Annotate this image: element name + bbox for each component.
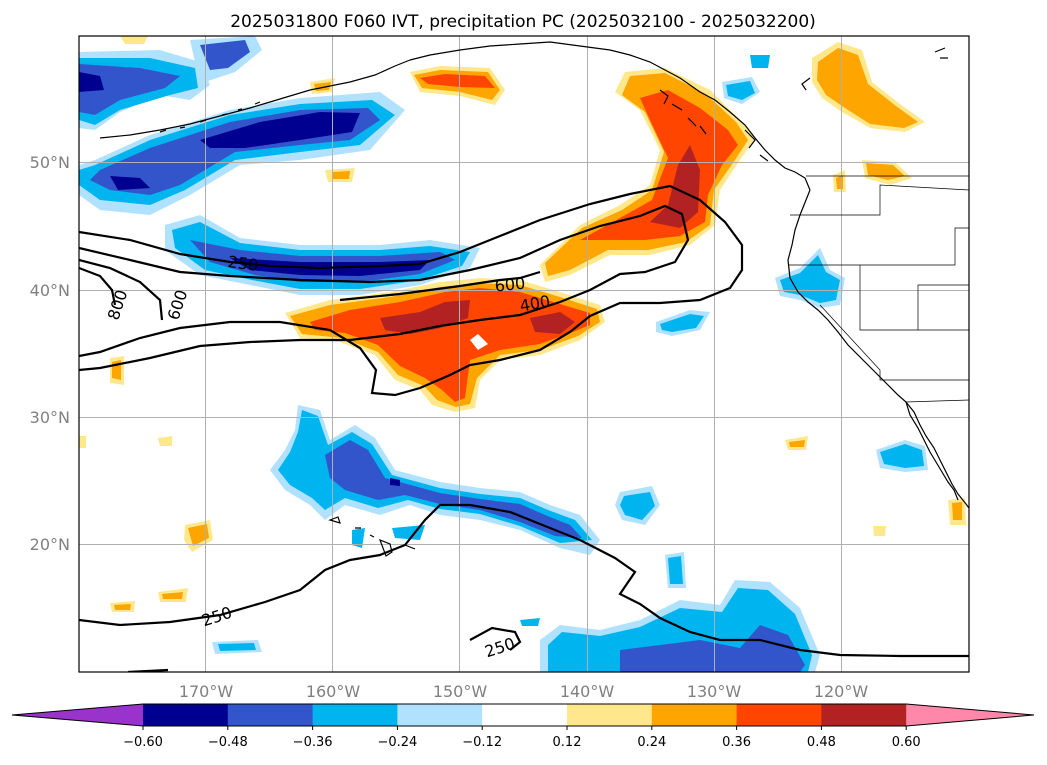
- precip-pos-mid: [188, 524, 209, 546]
- precip-neg-mid: [880, 444, 924, 468]
- british-columbia-islands: [659, 89, 769, 162]
- colorbar-tick-label: 0.48: [807, 735, 836, 750]
- alaska-mainland-coast: [409, 41, 811, 191]
- state-border: [819, 304, 969, 381]
- precip-neg-mid: [520, 618, 540, 626]
- precip-neg-deep: [200, 112, 360, 148]
- contour-400: [79, 204, 690, 372]
- ivt-contours: [79, 184, 969, 672]
- lon-label: 170°W: [179, 682, 234, 701]
- aleutian-islands: [159, 101, 261, 133]
- lon-label: 150°W: [433, 682, 488, 701]
- lat-tick-labels: 50°N 40°N 30°N 20°N: [30, 153, 70, 554]
- precip-pos-mid: [114, 604, 131, 610]
- us-west-coast: [787, 189, 969, 509]
- colorbar-swatch: [143, 704, 229, 726]
- lat-label: 20°N: [30, 535, 70, 554]
- colorbar-swatch: [567, 704, 653, 726]
- precip-pos-light: [158, 436, 172, 446]
- precip-pos-mid: [952, 502, 962, 520]
- lon-label: 130°W: [687, 682, 742, 701]
- precip-pos-deep: [530, 312, 575, 334]
- map-frame: [78, 35, 970, 673]
- precip-neg-mid: [352, 528, 365, 548]
- precip-neg-dark: [79, 64, 180, 115]
- contour-600-west: [79, 258, 164, 321]
- precip-pos-light: [79, 436, 86, 448]
- precip-pos-white: [470, 334, 488, 350]
- colorbar-tick-label: −0.60: [123, 735, 163, 750]
- contour-800: [79, 266, 117, 306]
- canada-islands: [801, 47, 948, 91]
- coastlines: [99, 41, 969, 557]
- state-border: [790, 184, 969, 216]
- lon-tick-labels: 170°W 160°W 150°W 140°W 130°W 120°W: [179, 682, 869, 701]
- colorbar: −0.60 −0.48 −0.36 −0.24 −0.12 0.12 0.24 0.36 0.4…: [11, 703, 1035, 750]
- colorbar-tick-label: −0.12: [462, 735, 502, 750]
- colorbar-tick-label: −0.36: [293, 735, 333, 750]
- precip-pos-dark: [310, 288, 590, 402]
- colorbar-tick-label: 0.36: [722, 735, 751, 750]
- map-panel: 250 600 400 800 600 250 250: [78, 35, 970, 673]
- precip-pos-mid: [817, 48, 918, 128]
- colorbar-tick-label: −0.48: [208, 735, 248, 750]
- colorbar-tick-label: −0.24: [377, 735, 417, 750]
- hawaii-islands: [328, 516, 416, 557]
- colorbar-swatch: [482, 704, 568, 726]
- baja-peninsula-coast: [905, 401, 959, 501]
- precip-neg-deep: [79, 72, 104, 92]
- precip-pos-mid: [789, 440, 805, 447]
- colorbar-swatch: [651, 704, 738, 726]
- colorbar-swatch: [736, 704, 822, 726]
- colorbar-swatch: [397, 704, 483, 726]
- colorbar-tick-label: 0.12: [553, 735, 582, 750]
- grid-lines: [79, 36, 969, 672]
- precip-neg-mid: [218, 643, 256, 651]
- colorbar-tick-label: 0.24: [637, 735, 666, 750]
- state-border: [788, 227, 969, 266]
- colorbar-swatch: [821, 704, 907, 726]
- precip-neg-deep: [110, 176, 150, 190]
- lat-label: 30°N: [30, 408, 70, 427]
- precip-pos-deep: [380, 300, 470, 334]
- contour-labels: 250 600 400 800 600 250 250: [104, 252, 552, 661]
- chart-title: 2025031800 F060 IVT, precipitation PC (2…: [230, 12, 816, 32]
- colorbar-swatch: [227, 704, 314, 726]
- precip-neg-mid: [750, 55, 770, 68]
- lon-label: 160°W: [306, 682, 361, 701]
- contour-250-south: [79, 503, 969, 658]
- precip-pos-light: [873, 526, 886, 536]
- precip-neg-mid: [668, 556, 683, 584]
- contour-label: 250: [227, 252, 260, 275]
- colorbar-extend-max: [906, 704, 1034, 726]
- precip-neg-dark: [325, 440, 582, 538]
- precip-pos-deep: [650, 145, 700, 228]
- colorbar-extend-min: [12, 704, 143, 726]
- precip-pos-mid: [332, 171, 350, 179]
- precip-neg-deep: [390, 478, 400, 486]
- alaska-peninsula-coast: [99, 59, 411, 139]
- us-mexico-border: [905, 399, 969, 403]
- contour-250-small: [469, 626, 522, 651]
- precip-pos-dark: [580, 90, 738, 240]
- precip-neg-mid: [726, 81, 755, 100]
- colorbar-swatch: [312, 704, 398, 726]
- precip-neg-dark: [200, 40, 250, 70]
- precip-neg-mid: [620, 492, 655, 520]
- precip-pos-mid: [162, 592, 183, 599]
- contour-600-east: [339, 270, 541, 302]
- borders: [788, 175, 969, 403]
- lat-label: 40°N: [30, 281, 70, 300]
- precip-fill-layer: [79, 36, 966, 672]
- lat-label: 50°N: [30, 153, 70, 172]
- precip-pos-dark: [420, 74, 495, 88]
- precip-neg-dark: [620, 625, 805, 672]
- precip-pos-light: [120, 36, 148, 44]
- colorbar-tick-label: 0.60: [892, 735, 921, 750]
- precip-neg-mid: [660, 314, 704, 332]
- contour-label: 600: [494, 273, 526, 295]
- lon-label: 120°W: [814, 682, 869, 701]
- lon-label: 140°W: [560, 682, 615, 701]
